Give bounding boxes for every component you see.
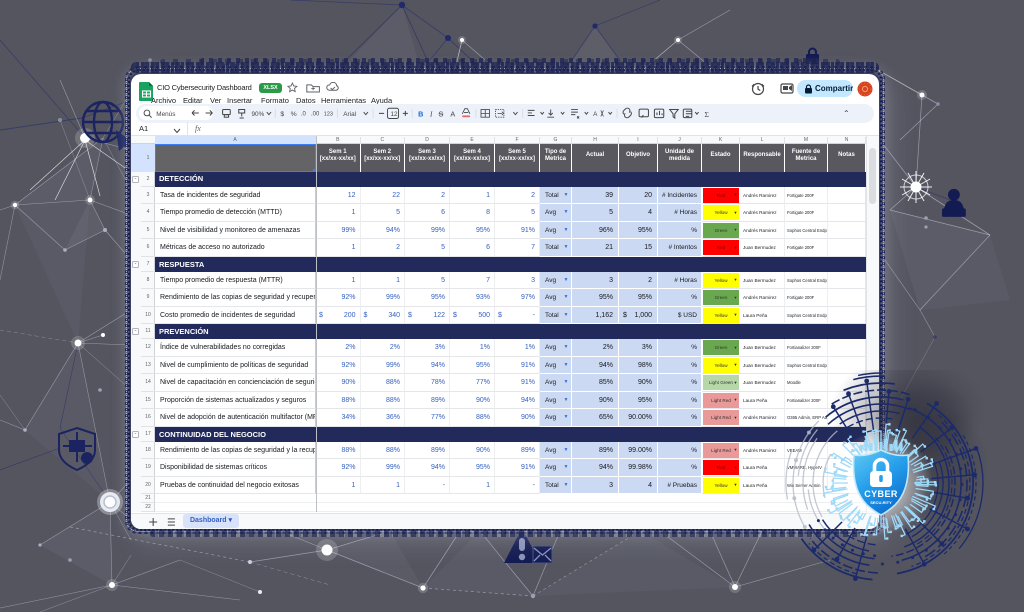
svg-text:123: 123	[324, 112, 333, 118]
svg-text:.00: .00	[311, 112, 320, 118]
svg-text:SECU-RITY: SECU-RITY	[870, 500, 892, 505]
svg-text:A: A	[450, 109, 455, 118]
svg-text:I: I	[429, 110, 433, 118]
svg-text:12: 12	[390, 111, 398, 118]
svg-text:Menús: Menús	[156, 111, 175, 118]
svg-text:A: A	[593, 111, 598, 118]
svg-text:.0: .0	[301, 112, 307, 118]
svg-text:S: S	[438, 109, 443, 118]
svg-text:B: B	[418, 109, 423, 118]
svg-text:$: $	[280, 111, 284, 118]
svg-text:Σ: Σ	[705, 110, 710, 119]
svg-text:%: %	[291, 111, 297, 118]
svg-text:CYBER: CYBER	[864, 489, 898, 499]
svg-text:Arial: Arial	[343, 111, 356, 118]
svg-text:90%: 90%	[251, 111, 264, 118]
